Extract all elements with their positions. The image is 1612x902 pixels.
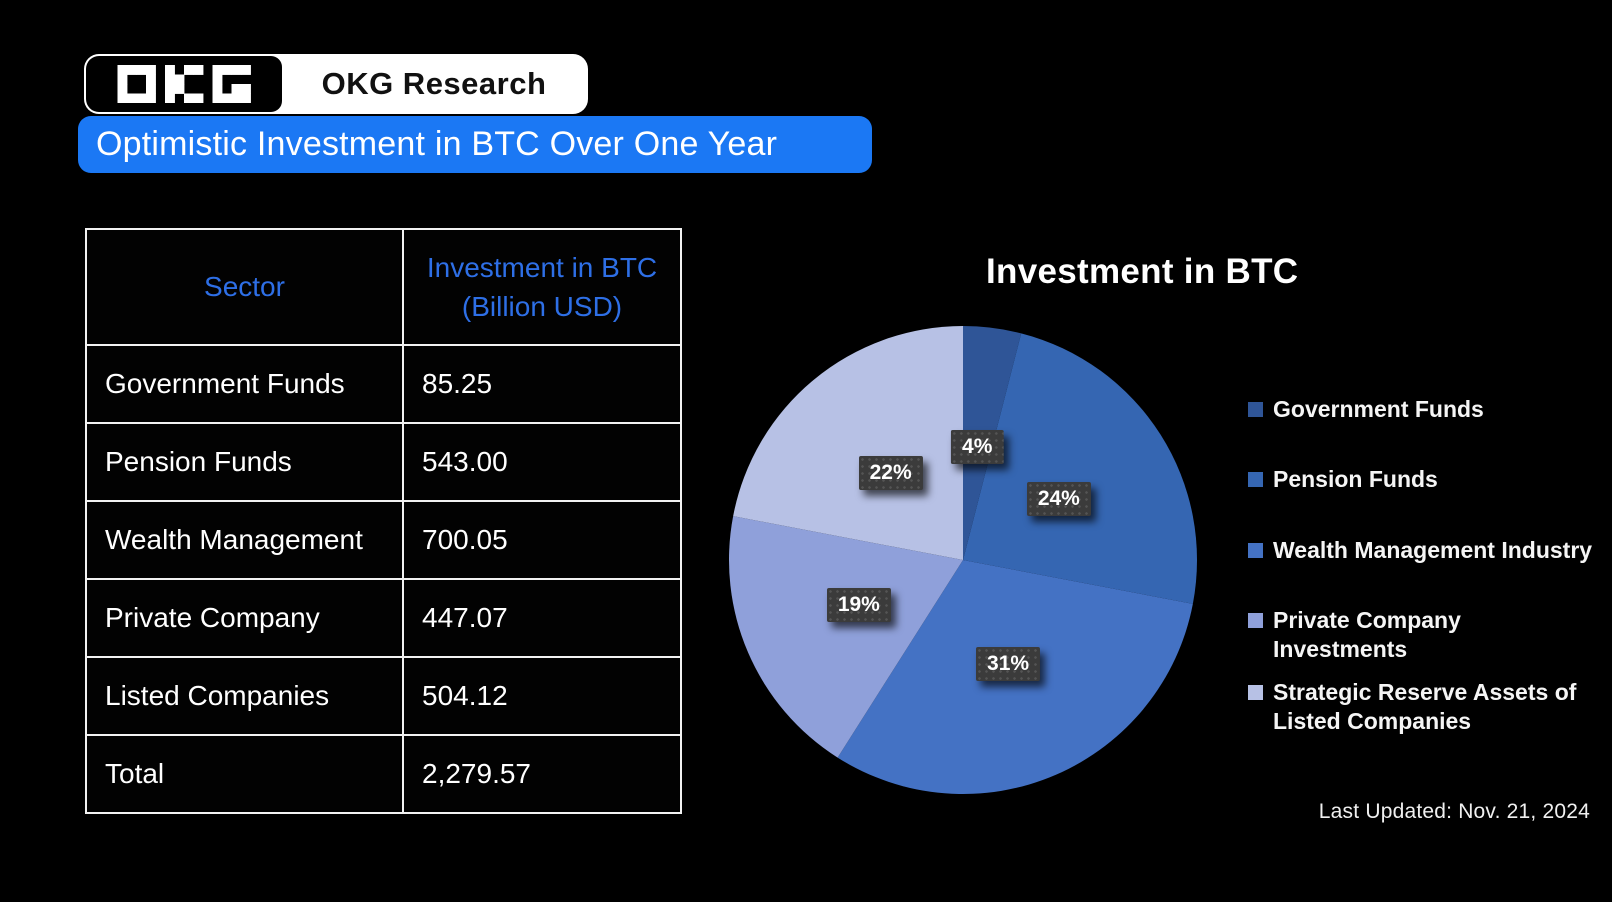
- logo-pixel: [212, 84, 223, 94]
- logo-pixel: [127, 65, 137, 75]
- legend-swatch-icon: [1248, 472, 1263, 487]
- legend-item: Private Company Investments: [1248, 606, 1598, 664]
- logo-pixel: [212, 93, 223, 103]
- pie-slice-pension-funds: [963, 333, 1198, 604]
- last-updated-text: Last Updated: Nov. 21, 2024: [1318, 800, 1590, 823]
- legend-label: Wealth Management Industry: [1273, 537, 1593, 563]
- table-row: Total 2,279.57: [85, 734, 682, 814]
- title-banner: Optimistic Investment in BTC Over One Ye…: [78, 116, 872, 173]
- sector-cell: Pension Funds: [85, 422, 404, 502]
- value-cell: 543.00: [402, 422, 682, 502]
- sector-cell: Listed Companies: [85, 656, 404, 736]
- table-row: Listed Companies 504.12: [85, 656, 682, 736]
- logo-pixel: [146, 84, 156, 94]
- value-cell: 447.07: [402, 578, 682, 658]
- column-header-investment-line2: (Billion USD): [461, 291, 623, 322]
- pie-slice-strategic-reserve: [733, 325, 963, 560]
- legend-item: Wealth Management Industry: [1248, 536, 1598, 565]
- logo-pixel: [146, 65, 156, 75]
- logo-pixel: [165, 65, 175, 75]
- table-row: Wealth Management 700.05: [85, 500, 682, 580]
- column-header-sector-label: Sector: [204, 271, 285, 303]
- logo-pixel: [222, 65, 232, 75]
- pie-slice-private-company: [728, 516, 963, 758]
- legend-swatch-icon: [1248, 613, 1263, 628]
- logo-pixel: [146, 93, 156, 103]
- logo-pixel: [231, 84, 242, 94]
- legend-swatch-icon: [1248, 543, 1263, 558]
- pie-chart: [728, 325, 1198, 794]
- logo-pixel: [165, 93, 175, 103]
- logo-pixel: [184, 65, 194, 75]
- logo-pixel: [241, 93, 251, 103]
- logo-pixel: [146, 74, 156, 85]
- logo-pixel: [193, 65, 204, 75]
- page-title: Optimistic Investment in BTC Over One Ye…: [96, 125, 778, 163]
- okg-logo-mark: [86, 56, 282, 112]
- logo-pixel: [174, 74, 185, 85]
- sector-cell: Wealth Management: [85, 500, 404, 580]
- logo-pixel: [165, 74, 175, 85]
- legend-label: Private Company Investments: [1273, 607, 1461, 662]
- logo-pixel: [222, 93, 232, 103]
- logo-pixel: [117, 74, 128, 85]
- logo-pixel: [174, 84, 185, 94]
- logo-pixel: [231, 93, 242, 103]
- logo-pixel: [117, 84, 128, 94]
- logo-pixel: [165, 84, 175, 94]
- value-cell: 2,279.57: [402, 734, 682, 814]
- legend-item: Strategic Reserve Assets of Listed Compa…: [1248, 678, 1598, 736]
- legend-label: Government Funds: [1273, 396, 1484, 422]
- legend-swatch-icon: [1248, 685, 1263, 700]
- legend-item: Pension Funds: [1248, 465, 1598, 494]
- logo-pixel: [231, 65, 242, 75]
- logo-pixel: [241, 65, 251, 75]
- value-cell: 85.25: [402, 344, 682, 424]
- logo-pixel: [193, 93, 204, 103]
- investment-table: Sector Investment in BTC (Billion USD) G…: [85, 228, 682, 814]
- logo-pixel: [136, 93, 147, 103]
- legend-label: Strategic Reserve Assets of Listed Compa…: [1273, 679, 1577, 734]
- sector-cell: Private Company: [85, 578, 404, 658]
- sector-cell: Government Funds: [85, 344, 404, 424]
- column-header-investment-line1: Investment in BTC: [426, 251, 658, 283]
- value-cell: 700.05: [402, 500, 682, 580]
- chart-title: Investment in BTC: [986, 252, 1299, 291]
- value-cell: 504.12: [402, 656, 682, 736]
- logo-pixel: [117, 65, 128, 75]
- legend-label: Pension Funds: [1273, 466, 1438, 492]
- logo-pixel: [212, 74, 223, 85]
- logo-pixel: [212, 65, 223, 75]
- column-header-sector: Sector: [85, 228, 404, 346]
- table-row: Government Funds 85.25: [85, 344, 682, 424]
- sector-cell: Total: [85, 734, 404, 814]
- logo-pixel: [136, 65, 147, 75]
- logo-pixel: [184, 93, 194, 103]
- logo-pixel: [241, 84, 251, 94]
- table-header-row: Sector Investment in BTC (Billion USD): [85, 228, 682, 346]
- table-row: Pension Funds 543.00: [85, 422, 682, 502]
- legend-swatch-icon: [1248, 402, 1263, 417]
- okg-pixel-logo-icon: [117, 65, 251, 103]
- table-row: Private Company 447.07: [85, 578, 682, 658]
- logo-pixel: [117, 93, 128, 103]
- column-header-investment: Investment in BTC (Billion USD): [402, 228, 682, 346]
- brand-logo: OKG Research: [86, 56, 586, 112]
- brand-name: OKG Research: [321, 66, 547, 101]
- logo-pixel: [127, 93, 137, 103]
- legend-item: Government Funds: [1248, 395, 1598, 424]
